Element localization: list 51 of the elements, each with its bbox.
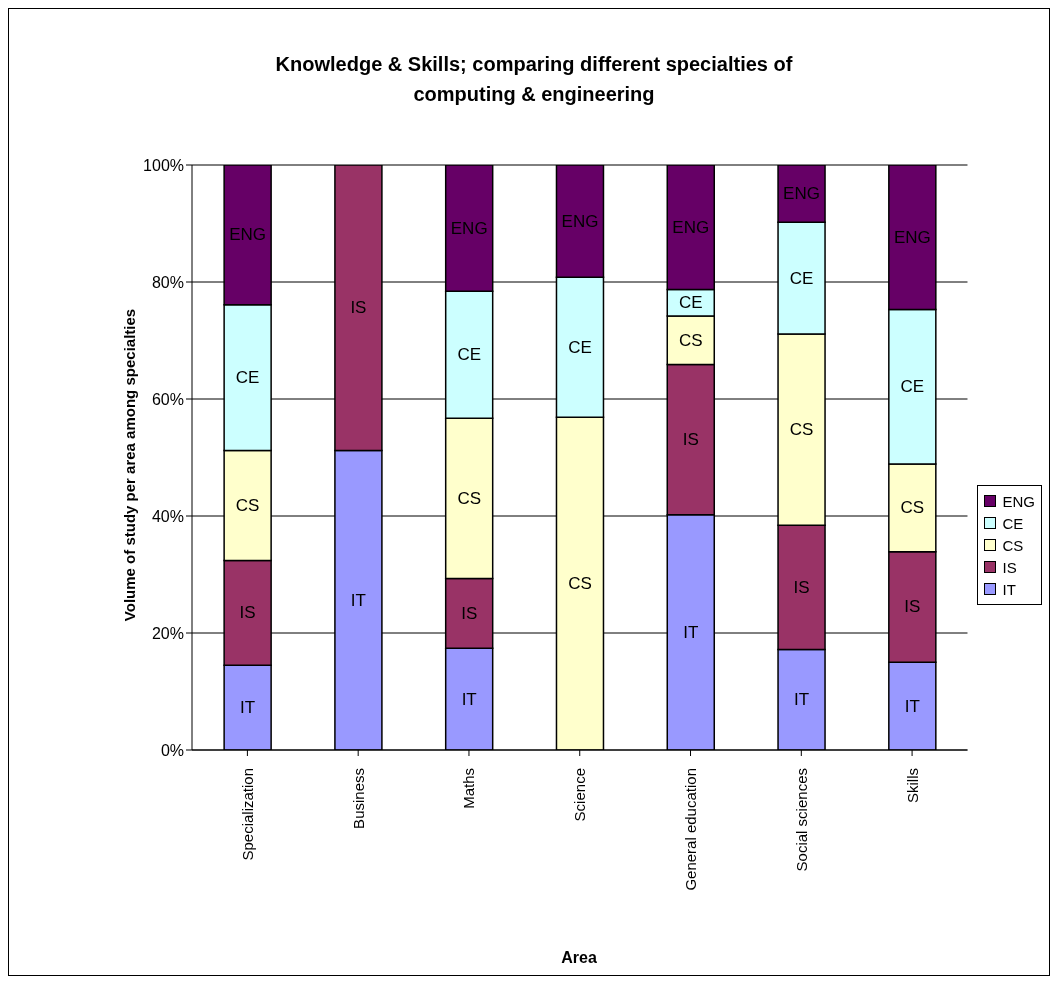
text: CS	[235, 495, 260, 515]
text: CE	[457, 345, 482, 365]
y-tick-label: 80%	[151, 273, 184, 291]
text: CE	[678, 293, 703, 313]
x-tick-label: Business	[349, 768, 367, 829]
text: ENG	[672, 217, 710, 237]
text: CS	[678, 330, 703, 350]
text: IT	[793, 690, 810, 710]
text: ENG	[893, 227, 931, 247]
text: CS	[568, 574, 592, 594]
y-tick-label: 20%	[151, 624, 184, 642]
text: IT	[904, 696, 920, 716]
legend-label: CE	[1002, 514, 1024, 532]
legend-label: ENG	[1002, 492, 1035, 510]
x-axis-title: Area	[560, 949, 598, 967]
y-tick-label: 100%	[143, 156, 184, 174]
text: IS	[793, 577, 810, 597]
x-tick-label: General education	[682, 768, 700, 891]
legend-label: IS	[1002, 558, 1017, 576]
x-tick-label: Skills	[903, 768, 921, 804]
legend-label: IT	[1002, 580, 1016, 598]
text: IT	[240, 698, 256, 718]
x-tick-label: Science	[571, 768, 589, 822]
text: ENG	[450, 218, 488, 238]
text: IS	[461, 603, 478, 623]
y-tick-label: 40%	[151, 507, 184, 525]
text: CE	[568, 337, 592, 357]
text: IT	[683, 622, 699, 642]
x-tick-label: Maths	[460, 768, 478, 809]
text: IT	[461, 689, 477, 709]
y-tick-label: 60%	[151, 390, 184, 408]
chart-title: Knowledge & Skills; comparing different specialties of computing & engineering	[274, 52, 794, 107]
text: CE	[900, 377, 925, 397]
text: ENG	[561, 211, 599, 231]
text: IS	[350, 298, 367, 318]
y-axis-title: Volume of study per area among specialties	[120, 308, 138, 622]
text: ENG	[229, 225, 267, 245]
text: IS	[904, 597, 921, 617]
legend-label: CS	[1002, 536, 1024, 554]
text: CE	[789, 268, 814, 288]
text: IT	[350, 590, 366, 610]
y-tick-label: 0%	[160, 741, 184, 759]
text: CE	[235, 368, 260, 388]
text: ENG	[783, 184, 820, 204]
text: CS	[900, 498, 925, 518]
text: CS	[457, 488, 482, 508]
x-tick-label: Specialization	[238, 768, 256, 861]
text: IS	[682, 430, 699, 450]
text: IS	[239, 603, 256, 623]
x-tick-label: Social sciences	[792, 768, 810, 872]
text: CS	[789, 420, 814, 440]
